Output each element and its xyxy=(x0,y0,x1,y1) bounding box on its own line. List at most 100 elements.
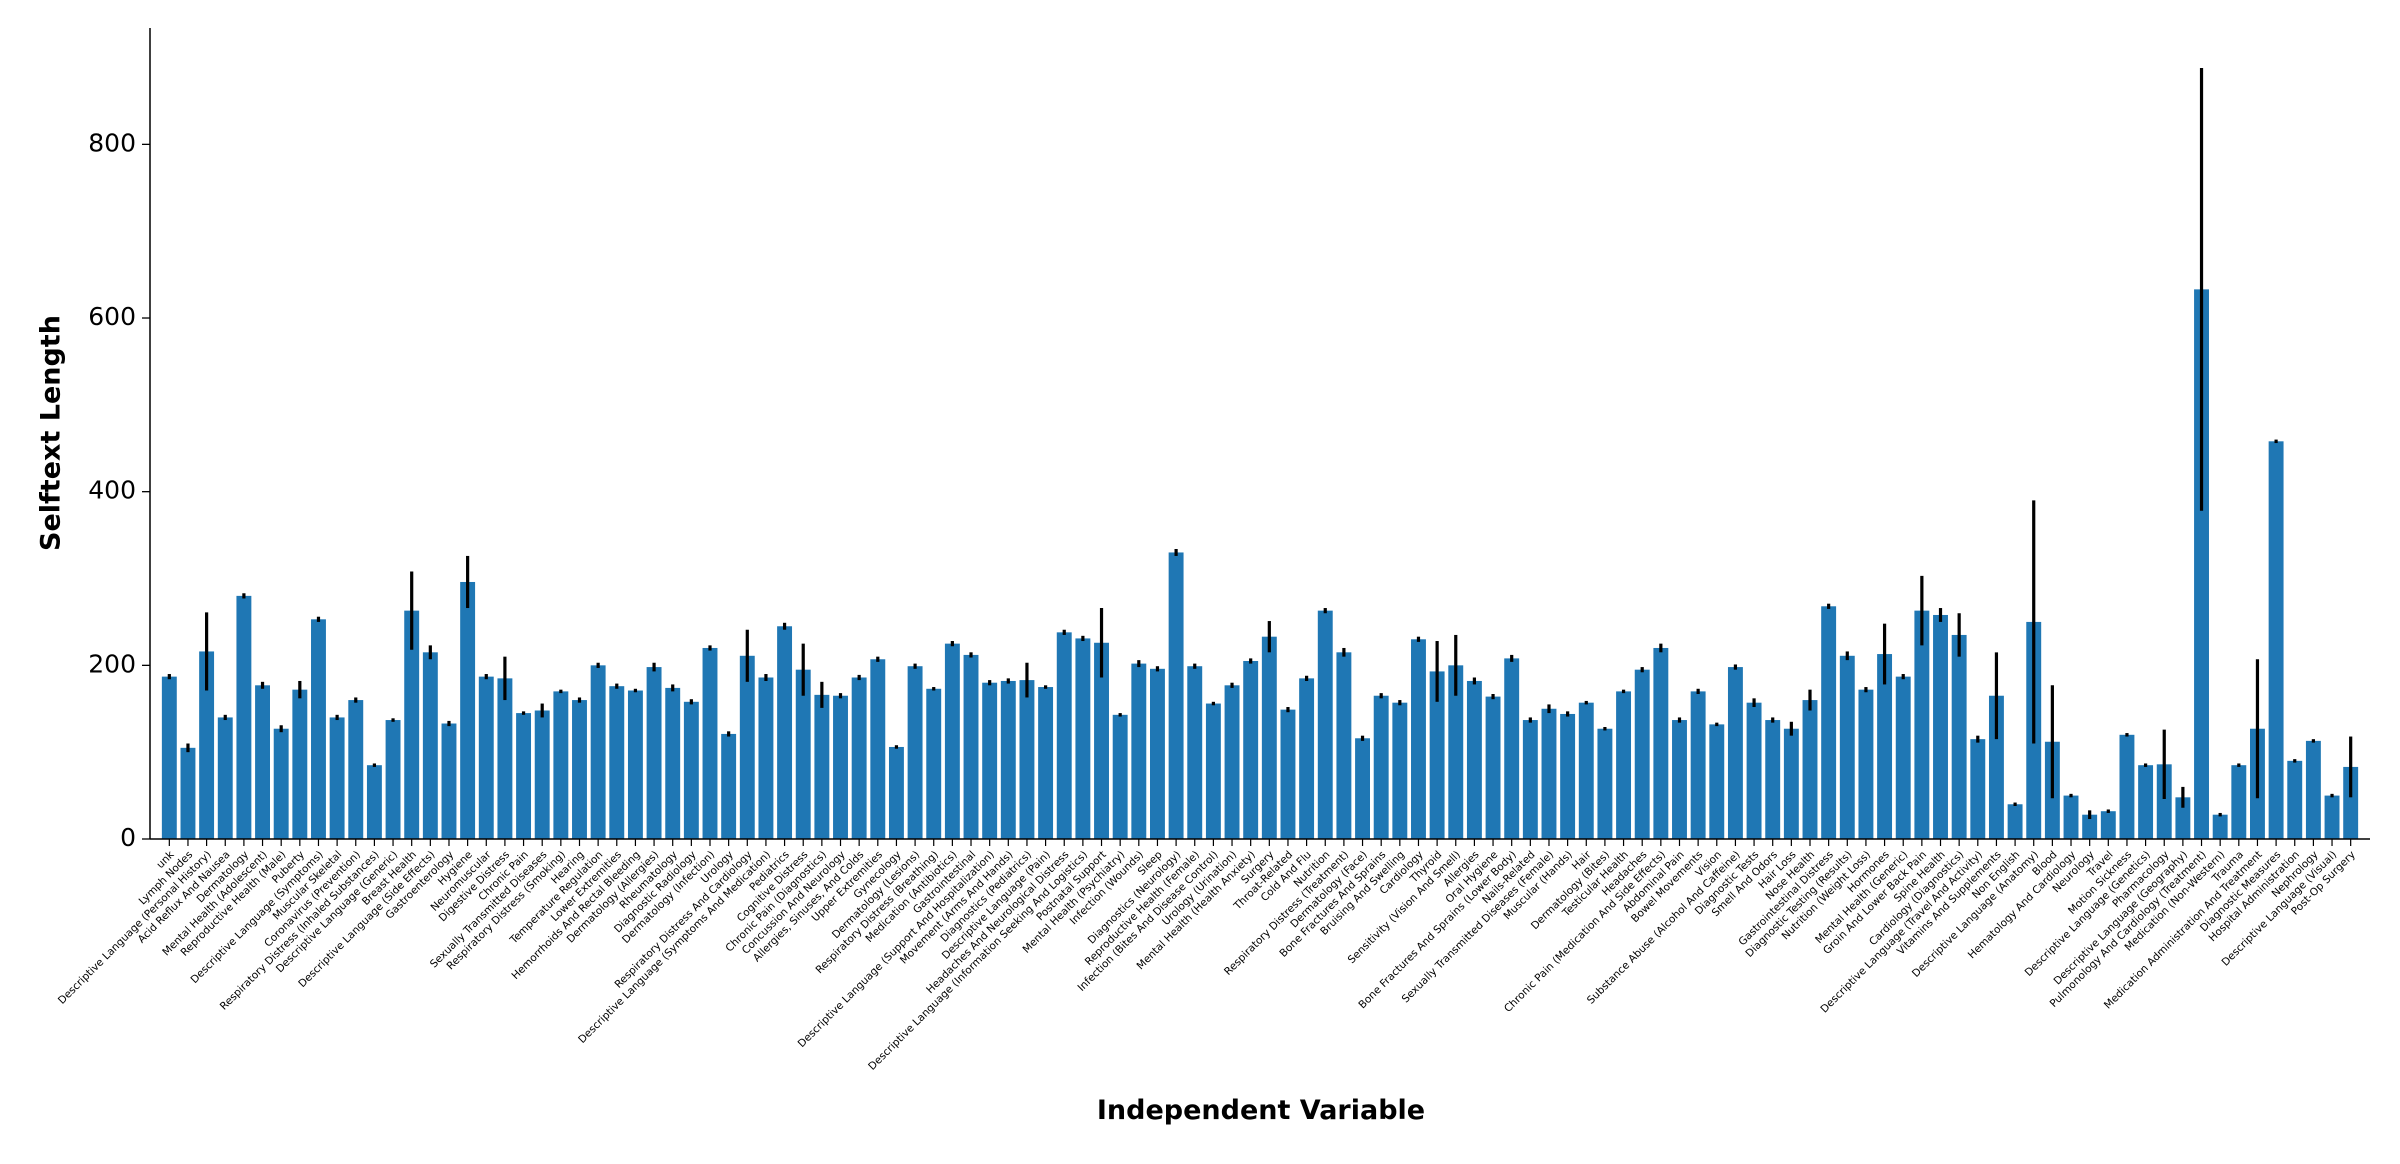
bar xyxy=(851,677,867,839)
bar xyxy=(2194,289,2209,839)
bar xyxy=(161,676,177,839)
bar xyxy=(1821,606,1837,839)
bar xyxy=(1299,678,1315,839)
bar xyxy=(1094,642,1109,839)
bar xyxy=(2100,811,2116,839)
bar xyxy=(1970,739,1986,839)
bar xyxy=(1243,660,1259,839)
bar xyxy=(2343,766,2359,839)
bar xyxy=(1019,680,1035,839)
bar xyxy=(180,747,196,839)
bar xyxy=(926,688,942,839)
bar xyxy=(1485,696,1501,839)
bar xyxy=(963,654,979,839)
bar xyxy=(404,610,420,839)
y-tick-label: 200 xyxy=(88,649,136,678)
bar xyxy=(422,652,438,839)
bar xyxy=(1448,665,1464,839)
bar xyxy=(2007,804,2023,839)
bar xyxy=(572,700,587,839)
bar xyxy=(1168,552,1184,839)
bar xyxy=(1187,666,1203,839)
bar xyxy=(702,647,718,839)
bar xyxy=(1709,724,1725,839)
bar xyxy=(2063,795,2079,839)
bar xyxy=(665,687,681,839)
bar xyxy=(814,694,830,839)
bar xyxy=(516,713,532,839)
x-axis-title: Independent Variable xyxy=(1097,1095,1425,1126)
bar xyxy=(1131,663,1147,839)
bar xyxy=(255,685,270,839)
bar xyxy=(1411,639,1426,839)
bar xyxy=(1578,702,1594,839)
y-tick-label: 400 xyxy=(88,476,136,505)
bar xyxy=(777,626,793,839)
bar xyxy=(833,695,848,839)
bar xyxy=(683,701,699,839)
bar xyxy=(2324,795,2340,839)
bar xyxy=(1783,728,1799,839)
bar xyxy=(534,710,550,839)
bar xyxy=(1466,680,1482,839)
bar xyxy=(366,765,382,839)
bar xyxy=(1951,634,1967,839)
bar xyxy=(1522,720,1538,839)
bar xyxy=(1858,689,1874,839)
bar xyxy=(199,651,215,839)
bar xyxy=(590,665,606,839)
bar xyxy=(1933,614,1948,839)
bar xyxy=(441,723,457,839)
bar xyxy=(1765,720,1781,839)
bar xyxy=(1038,687,1054,839)
bar xyxy=(1541,708,1557,839)
bar xyxy=(1504,658,1520,839)
bar xyxy=(1075,638,1091,839)
bar xyxy=(497,678,513,839)
bar xyxy=(1672,720,1687,839)
bar xyxy=(1000,680,1016,839)
bar xyxy=(2231,765,2247,839)
bar xyxy=(1150,668,1165,839)
bar xyxy=(2175,797,2191,839)
bar xyxy=(478,676,494,839)
bar xyxy=(1261,636,1277,839)
bar xyxy=(2268,441,2284,839)
bar xyxy=(1746,702,1762,839)
bar xyxy=(2082,814,2098,839)
bar xyxy=(2138,765,2154,839)
bar xyxy=(329,717,345,839)
bar xyxy=(609,686,625,839)
bar xyxy=(1727,667,1743,839)
bar xyxy=(1634,669,1650,839)
bar xyxy=(2119,734,2135,839)
bar xyxy=(982,682,998,839)
y-tick-label: 600 xyxy=(88,302,136,331)
bar xyxy=(1056,632,1072,839)
bar xyxy=(273,728,289,839)
bar xyxy=(2305,740,2321,839)
bar xyxy=(1653,647,1669,839)
bar xyxy=(739,655,755,839)
bar xyxy=(1560,713,1576,839)
bar xyxy=(795,669,811,839)
bar xyxy=(1988,695,2004,839)
bar xyxy=(1112,714,1128,839)
bar xyxy=(888,746,904,839)
bar xyxy=(1355,738,1370,839)
bar xyxy=(292,689,308,839)
bar xyxy=(1224,685,1240,839)
bar xyxy=(348,700,364,839)
bar xyxy=(236,595,252,839)
bar xyxy=(2212,814,2228,839)
bar xyxy=(721,733,737,839)
bar xyxy=(1597,728,1613,839)
bar xyxy=(758,677,774,839)
bar xyxy=(1280,709,1296,839)
bar xyxy=(1373,695,1389,839)
bar xyxy=(1914,610,1930,839)
bar xyxy=(1429,671,1445,839)
bar xyxy=(1802,700,1818,839)
bar xyxy=(907,666,923,839)
bar xyxy=(1877,654,1893,839)
